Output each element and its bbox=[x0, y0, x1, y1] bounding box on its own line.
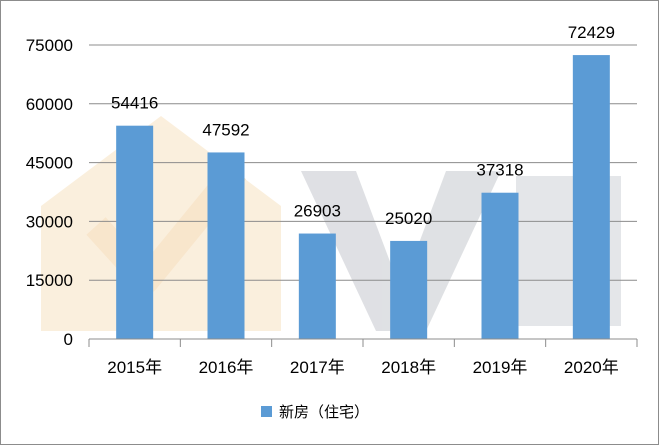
x-tick-label: 2020年 bbox=[564, 358, 619, 377]
data-label: 54416 bbox=[111, 94, 158, 113]
legend-swatch bbox=[261, 406, 272, 417]
legend-label: 新房（住宅） bbox=[279, 403, 369, 421]
y-tick-label: 0 bbox=[64, 330, 73, 349]
bars bbox=[116, 55, 610, 340]
bar bbox=[207, 152, 245, 339]
data-label: 47592 bbox=[202, 120, 249, 139]
y-tick-label: 75000 bbox=[26, 36, 73, 55]
data-label: 26903 bbox=[294, 202, 341, 221]
gridlines bbox=[89, 44, 637, 281]
axes bbox=[88, 338, 638, 347]
bar bbox=[572, 55, 610, 340]
bar bbox=[298, 233, 336, 339]
x-tick-label: 2019年 bbox=[473, 358, 528, 377]
y-tick-label: 15000 bbox=[26, 271, 73, 290]
x-tick-label: 2016年 bbox=[199, 358, 254, 377]
data-label: 72429 bbox=[568, 23, 615, 42]
x-tick-labels: 2015年 2016年 2017年 2018年 2019年 2020年 bbox=[107, 358, 618, 377]
bar bbox=[116, 125, 154, 340]
bar bbox=[390, 240, 428, 339]
y-tick-label: 60000 bbox=[26, 95, 73, 114]
x-tick-label: 2018年 bbox=[381, 358, 436, 377]
data-label: 25020 bbox=[385, 209, 432, 228]
data-label: 37318 bbox=[476, 161, 523, 180]
data-labels: 54416 47592 26903 25020 37318 72429 bbox=[111, 23, 615, 228]
y-tick-label: 30000 bbox=[26, 212, 73, 231]
x-tick-label: 2017年 bbox=[290, 358, 345, 377]
legend: 新房（住宅） bbox=[261, 403, 369, 421]
y-tick-label: 45000 bbox=[26, 154, 73, 173]
x-tick-label: 2015年 bbox=[107, 358, 162, 377]
y-tick-labels: 0 15000 30000 45000 60000 75000 bbox=[26, 36, 73, 349]
bar bbox=[481, 192, 519, 339]
